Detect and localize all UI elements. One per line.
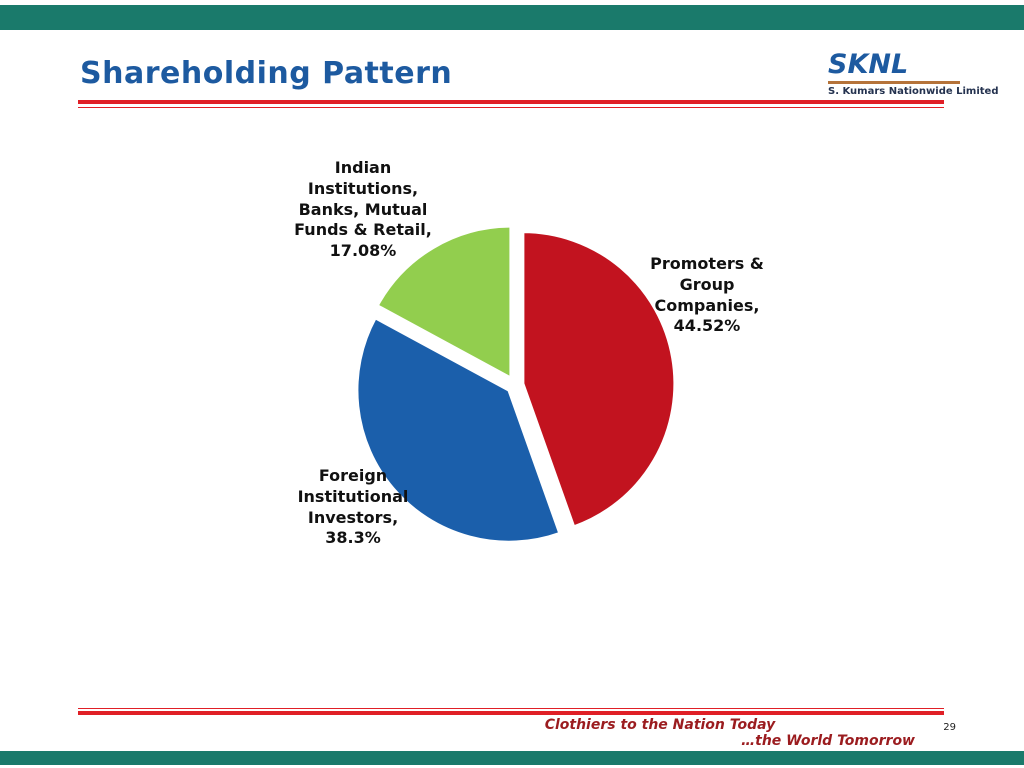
- pie-label-fii: Foreign Institutional Investors, 38.3%: [297, 466, 409, 548]
- pie-slice-2: [375, 224, 513, 380]
- bottom-accent-bar: [0, 751, 1024, 765]
- company-logo: SKNL S. Kumars Nationwide Limited: [828, 49, 999, 97]
- page-title: Shareholding Pattern: [80, 56, 453, 91]
- pie-label-promoters: Promoters & Group Companies, 44.52%: [650, 254, 764, 336]
- pie-label-indian-institutions: Indian Institutions, Banks, Mutual Funds…: [294, 158, 432, 261]
- footer-tagline-line1: Clothiers to the Nation Today: [544, 717, 776, 733]
- title-separator-thick: [78, 100, 944, 104]
- pie-slice-0: [521, 230, 677, 529]
- pie-chart-svg: [355, 224, 677, 544]
- pie-slice-1: [355, 316, 562, 544]
- logo-underline: [828, 80, 960, 84]
- footer-separator-thick: [78, 711, 944, 715]
- pie-chart: [335, 205, 695, 565]
- page-number: 29: [943, 722, 956, 733]
- footer-tagline-line2: …the World Tomorrow: [741, 733, 915, 749]
- logo-subtitle: S. Kumars Nationwide Limited: [828, 85, 999, 97]
- top-accent-bar: [0, 5, 1024, 30]
- title-separator-thin: [78, 107, 944, 108]
- footer-separator-thin: [78, 708, 944, 709]
- logo-wordmark: SKNL: [828, 49, 909, 80]
